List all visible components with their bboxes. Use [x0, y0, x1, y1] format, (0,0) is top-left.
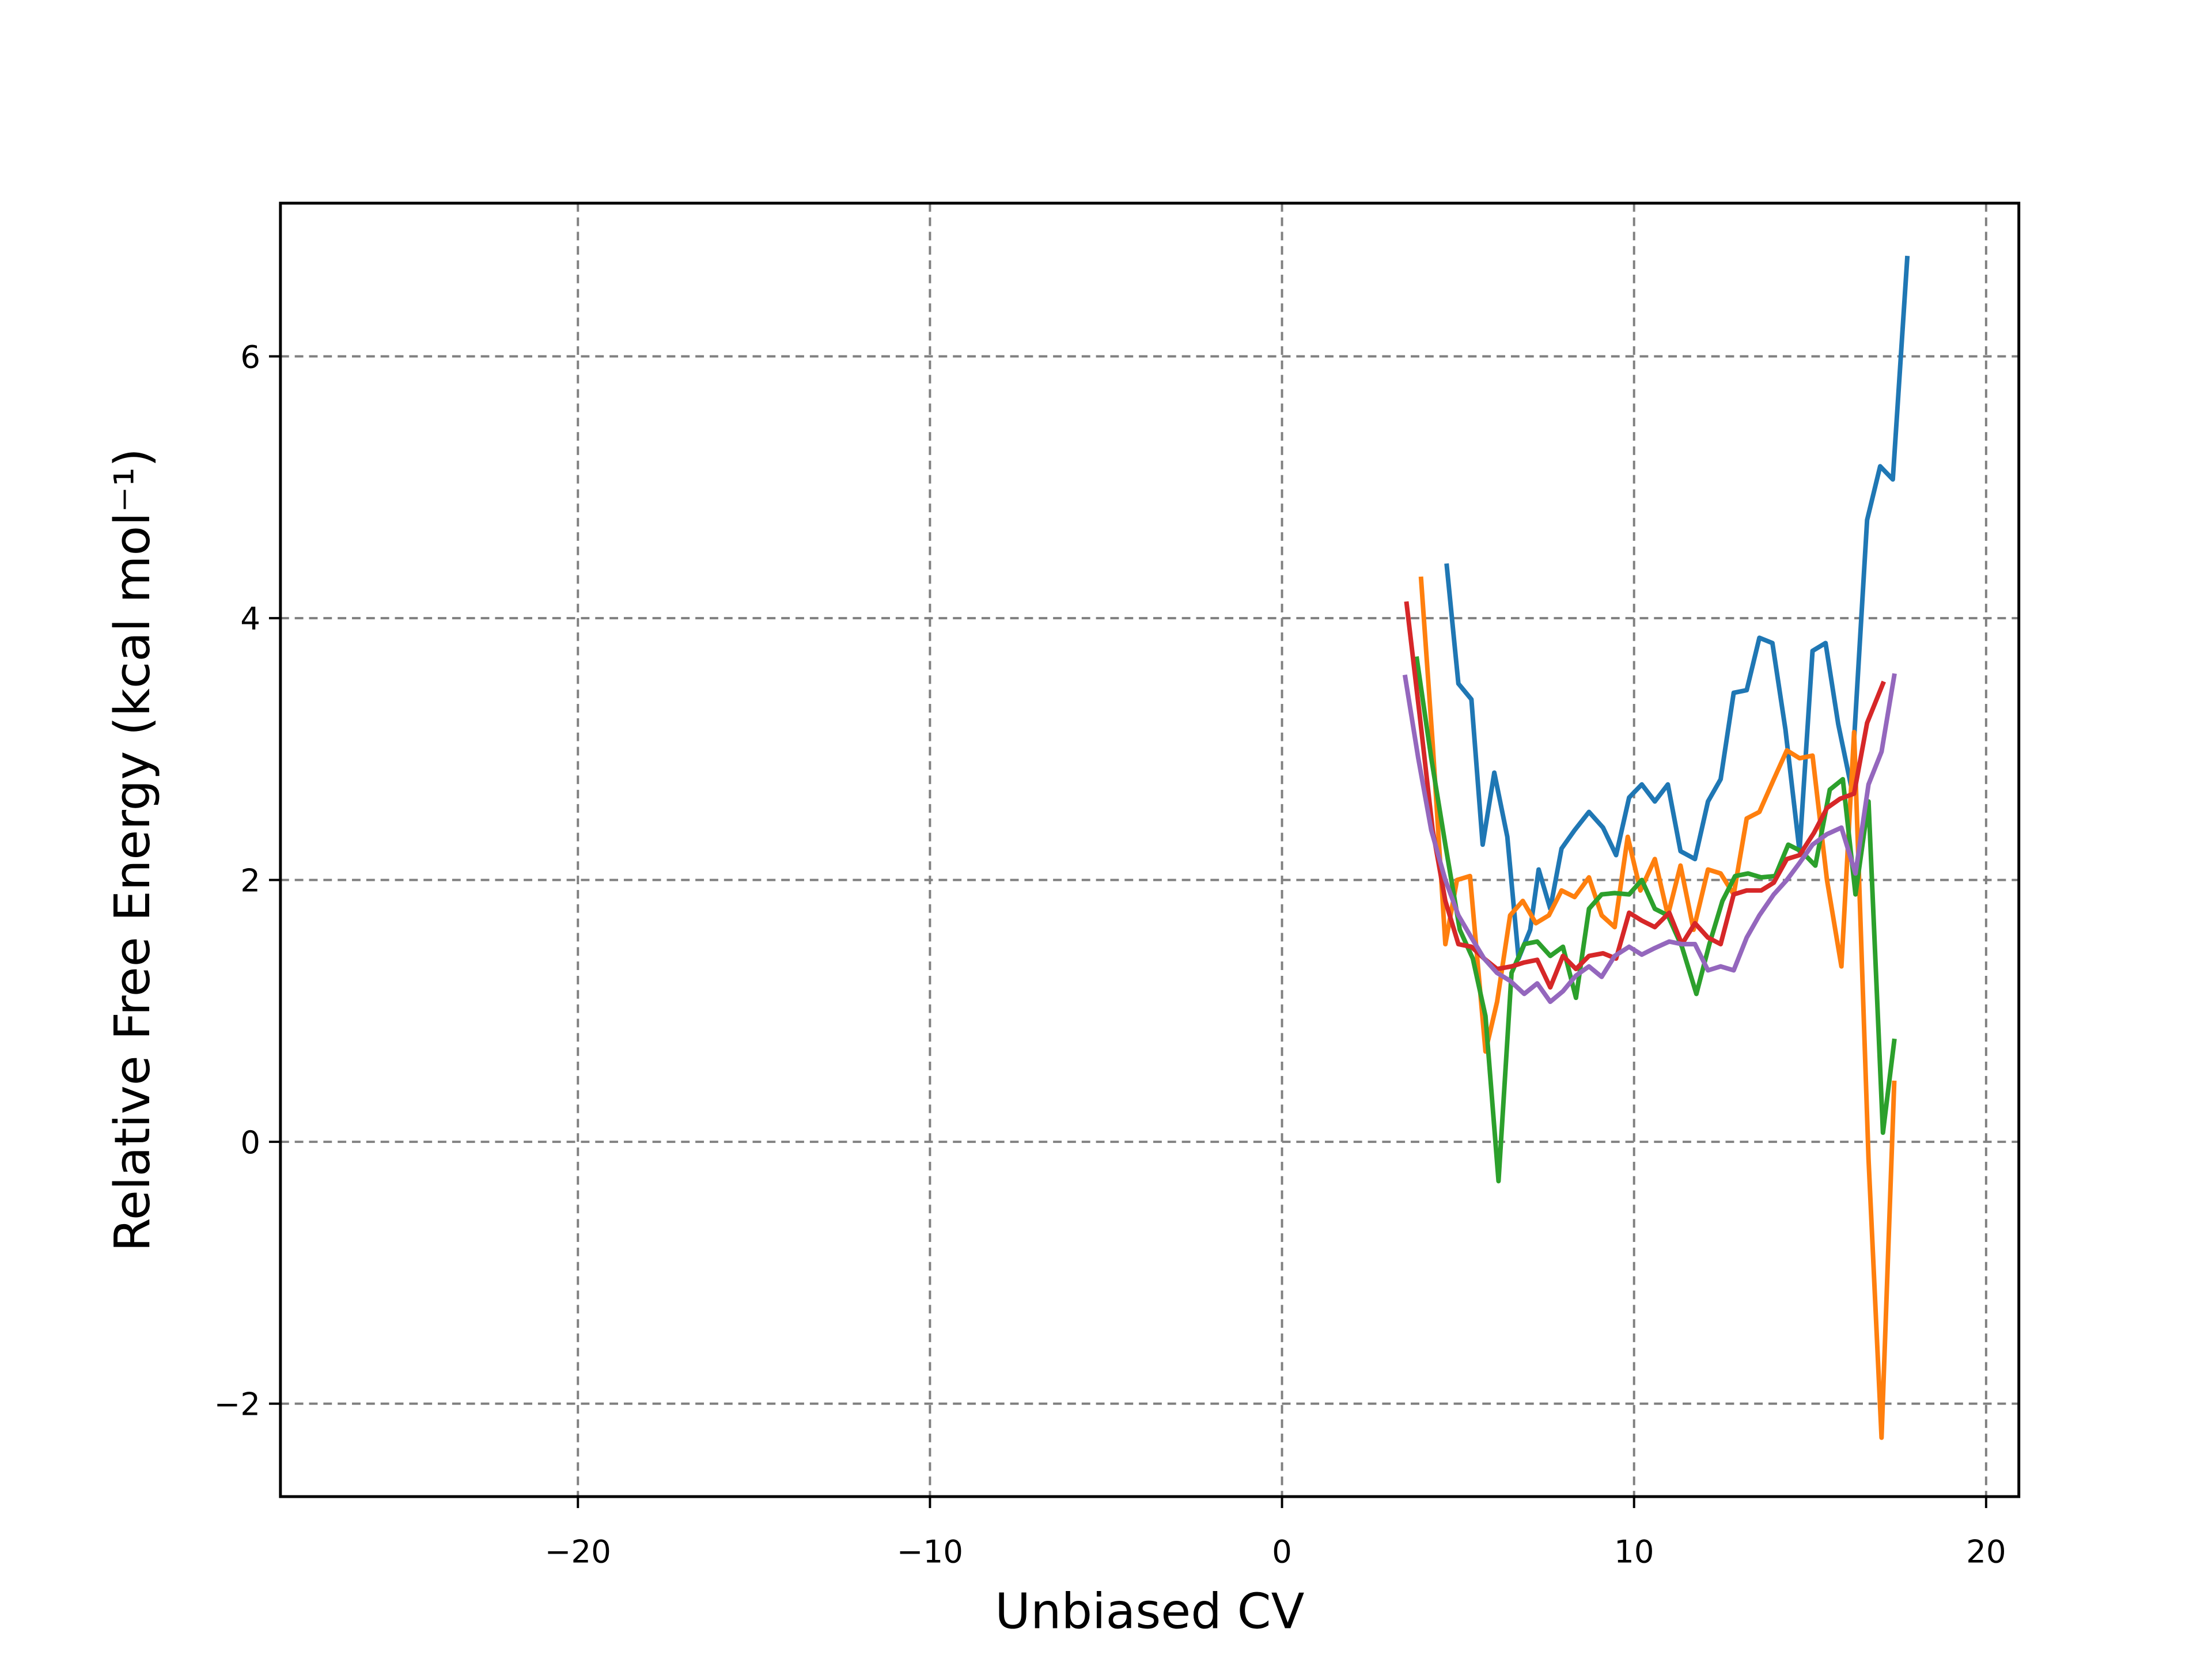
grid — [280, 203, 2019, 1497]
series-line — [1402, 673, 1897, 1005]
x-tick-label: −20 — [545, 1533, 611, 1570]
y-tick-label: 0 — [240, 1124, 260, 1161]
series-line — [1414, 656, 1897, 1184]
x-tick-label: 10 — [1614, 1533, 1654, 1570]
y-tick-label: −2 — [214, 1386, 261, 1423]
y-axis-label: Relative Free Energy (kcal mol⁻¹) — [104, 448, 161, 1252]
plot-lines — [1402, 255, 1910, 1440]
plot-frame — [279, 202, 2021, 1498]
y-tick-label: 6 — [240, 338, 260, 375]
x-tick-label: 20 — [1966, 1533, 2006, 1570]
x-axis-label: Unbiased CV — [995, 1584, 1304, 1640]
x-tick-label: −10 — [897, 1533, 963, 1570]
y-tick-label: 4 — [240, 600, 260, 637]
y-tick-label: 2 — [240, 862, 260, 899]
series-line — [1418, 576, 1897, 1440]
x-tick-label: 0 — [1272, 1533, 1292, 1570]
